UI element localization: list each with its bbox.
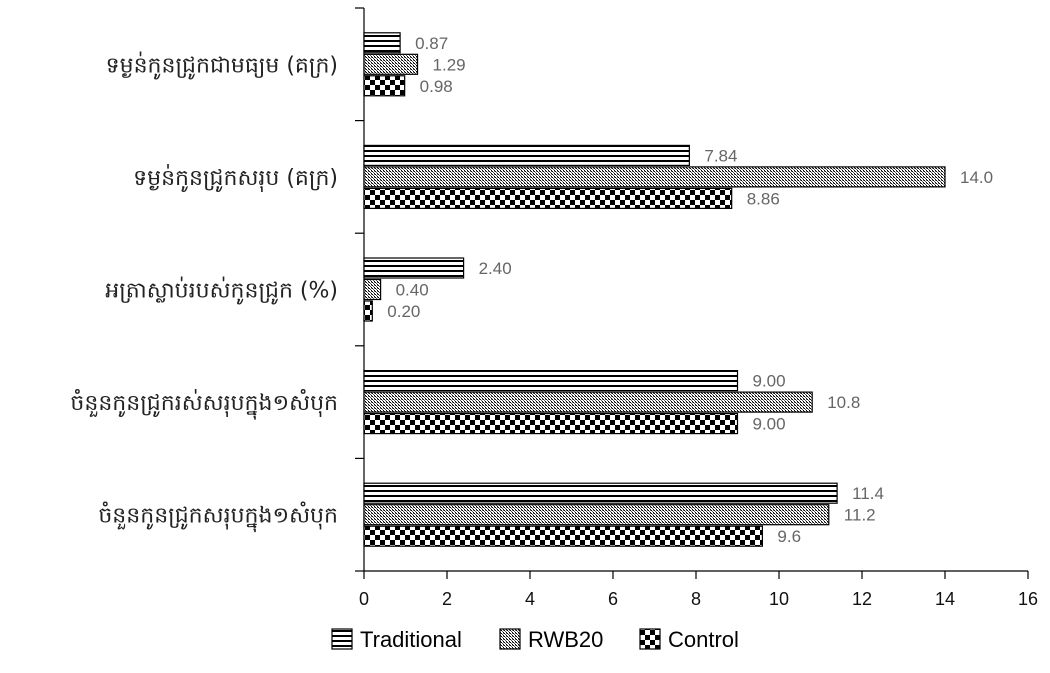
data-label: 0.40 [396, 281, 429, 300]
data-label: 9.00 [753, 415, 786, 434]
data-label: 11.2 [844, 506, 876, 525]
x-tick-label: 4 [525, 589, 535, 609]
bar-control [363, 187, 733, 209]
data-label: 14.0 [960, 168, 993, 187]
bar-traditional [363, 257, 465, 279]
data-label: 9.6 [777, 527, 801, 546]
bar-traditional [363, 32, 401, 54]
data-label: 10.8 [827, 393, 860, 412]
x-tick-label: 6 [608, 589, 618, 609]
x-tick-label: 10 [769, 589, 789, 609]
category-label: ចំនួនកូនជ្រូករស់សរុបក្នុង១សំបុក [70, 389, 338, 420]
legend-swatch-control [639, 628, 661, 650]
data-label: 0.87 [415, 34, 448, 53]
legend-label-traditional: Traditional [360, 627, 462, 652]
legend: Traditional RWB20 Control [331, 627, 739, 652]
data-label: 11.4 [852, 484, 884, 503]
bar-control [363, 413, 739, 435]
bar-rwb20 [363, 278, 382, 301]
data-label: 8.86 [747, 189, 780, 208]
legend-swatch-traditional [331, 628, 353, 650]
bar-traditional [363, 370, 739, 392]
legend-label-rwb20: RWB20 [528, 627, 603, 652]
bar-traditional [363, 482, 838, 504]
legend-swatch-rwb20 [499, 628, 521, 650]
category-label: អត្រាស្លាប់របស់កូនជ្រូក (%) [105, 277, 338, 305]
x-tick-label: 12 [852, 589, 872, 609]
bar-control [363, 300, 373, 322]
bar-control [363, 75, 406, 97]
bar-rwb20 [363, 166, 946, 188]
x-tick-label: 8 [691, 589, 701, 609]
legend-label-control: Control [668, 627, 739, 652]
x-tick-label: 16 [1018, 589, 1038, 609]
category-label: ទម្ងន់កូនជ្រូកជាមធ្យម (គក្រ) [106, 51, 338, 79]
category-label: ទម្ងន់កូនជ្រូកសរុប (គក្រ) [133, 164, 338, 192]
bars [363, 32, 946, 547]
data-label: 0.20 [387, 302, 420, 321]
category-label: ចំនួនកូនជ្រូកសរុបក្នុង១សំបុក [98, 502, 338, 533]
data-label: 0.98 [420, 77, 453, 96]
data-label: 2.40 [479, 259, 512, 278]
data-label: 7.84 [704, 146, 737, 165]
x-tick-label: 14 [935, 589, 955, 609]
bar-traditional [363, 144, 690, 166]
labels: 0 2 4 6 8 10 12 14 16 ទម្ងន់កូនជ្រូកជាមធ្យម (គក្រ… [70, 34, 1038, 609]
bar-control [363, 525, 763, 547]
data-label: 1.29 [433, 55, 466, 74]
bar-rwb20 [363, 53, 419, 75]
data-label: 9.00 [753, 372, 786, 391]
bar-rwb20 [363, 391, 813, 413]
x-tick-label: 0 [359, 589, 369, 609]
bar-rwb20 [363, 504, 830, 526]
x-tick-label: 2 [442, 589, 452, 609]
